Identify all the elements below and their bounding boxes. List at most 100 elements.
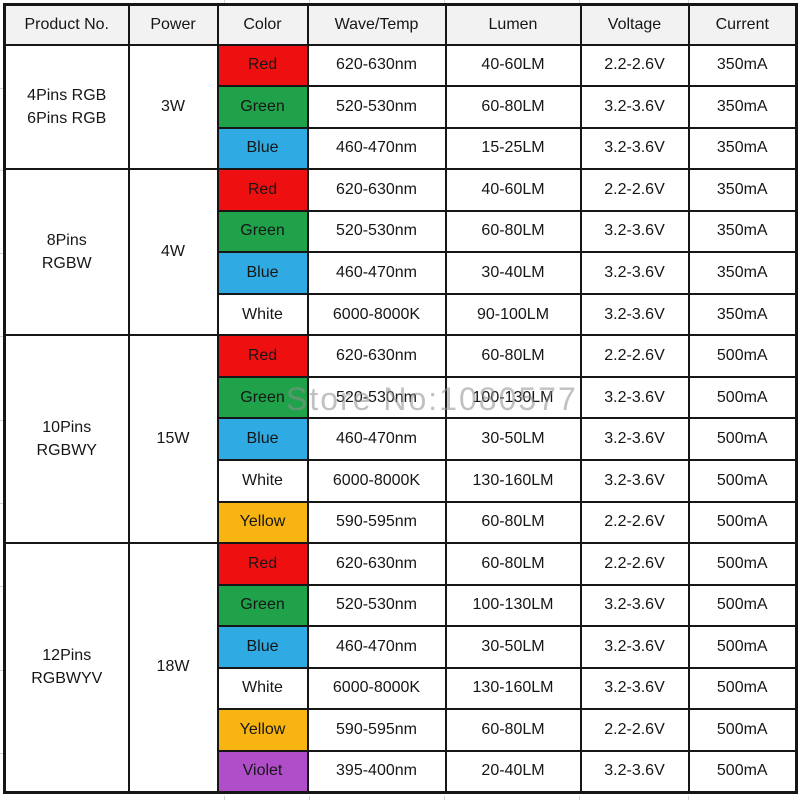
voltage-cell: 2.2-2.6V [579, 542, 690, 586]
product-cell: 8Pins RGBW [3, 168, 130, 337]
table-row: Violet 395-400nm 20-40LM 3.2-3.6V 500mA [5, 749, 798, 794]
current-cell: 350mA [687, 43, 798, 88]
gridline [0, 586, 3, 587]
voltage-cell: 3.2-3.6V [579, 749, 690, 794]
current-cell: 350mA [687, 209, 798, 254]
gridline [579, 0, 580, 3]
table-row: 10Pins RGBWY 15W Red 620-630nm 60-80LM 2.2-2.6… [3, 334, 798, 545]
gridline [309, 0, 310, 3]
product-line: 12Pins [42, 647, 92, 665]
wave-cell: 620-630nm [306, 43, 447, 88]
gridline [0, 420, 3, 421]
gridline [0, 503, 3, 504]
wave-cell: 6000-8000K [306, 292, 447, 337]
color-swatch-cell: Green [216, 583, 309, 628]
table-row: 8Pins RGBW 4W Red 620-630nm 40-60LM 2.2-2.6V 35… [3, 168, 798, 337]
header-cell-power: Power [127, 3, 219, 46]
color-swatch-cell: Blue [216, 251, 309, 295]
header-cell-lumen: Lumen [444, 3, 582, 46]
color-swatch-cell: Violet [216, 749, 309, 794]
current-cell: 350mA [687, 85, 798, 129]
wave-cell: 6000-8000K [306, 666, 447, 711]
gridline [0, 670, 3, 671]
voltage-cell: 3.2-3.6V [579, 209, 690, 254]
product-line: 4Pins RGB [27, 86, 107, 104]
current-cell: 350mA [687, 292, 798, 337]
product-line: 10Pins [42, 419, 92, 436]
voltage-cell: 2.2-2.6V [579, 168, 690, 212]
lumen-cell: 60-80LM [444, 85, 582, 129]
gridline [0, 336, 3, 337]
current-cell: 500mA [687, 500, 798, 545]
current-cell: 500mA [687, 708, 798, 752]
lumen-cell: 20-40LM [444, 749, 582, 794]
voltage-cell: 2.2-2.6V [579, 708, 690, 752]
wave-cell: 395-400nm [306, 749, 447, 794]
wave-cell: 520-530nm [306, 583, 447, 628]
wave-cell: 520-530nm [306, 209, 447, 254]
color-swatch-cell: Blue [216, 417, 309, 461]
voltage-cell: 2.2-2.6V [579, 43, 690, 88]
table-row: Green 520-530nm 100-130LM 3.2-3.6V 500mA [5, 583, 798, 628]
header-cell-wave: Wave/Temp [306, 3, 447, 46]
current-cell: 350mA [687, 168, 798, 212]
lumen-cell: 100-130LM [444, 583, 582, 628]
gridline [688, 796, 689, 800]
power-cell: 18W [127, 542, 219, 794]
table-row: Green 520-530nm 100-130LM 3.2-3.6V 500mA [5, 375, 798, 420]
table-row: White 6000-8000K 90-100LM 3.2-3.6V 350mA [5, 292, 798, 337]
product-line: 6Pins RGB [27, 109, 107, 127]
voltage-cell: 2.2-2.6V [579, 334, 690, 378]
wave-cell: 590-595nm [306, 708, 447, 752]
voltage-cell: 3.2-3.6V [579, 292, 690, 337]
wave-cell: 520-530nm [306, 85, 447, 129]
wave-cell: 460-470nm [306, 126, 447, 171]
header-cell-color: Color [216, 3, 309, 46]
color-swatch-cell: Green [216, 375, 309, 420]
table-row: Green 520-530nm 60-80LM 3.2-3.6V 350mA [5, 85, 798, 129]
table-header: Product No. Power Color Wave/Temp Lumen … [3, 3, 798, 46]
table-row: 12Pins RGBWYV 18W Red 620-630nm 60-80LM 2.2-2.… [3, 542, 798, 794]
lumen-cell: 30-40LM [444, 251, 582, 295]
table-row: White 6000-8000K 130-160LM 3.2-3.6V 500mA [5, 666, 798, 711]
gridline [0, 170, 3, 171]
wave-cell: 460-470nm [306, 417, 447, 461]
gridline [688, 0, 689, 3]
gridline [444, 0, 445, 3]
current-cell: 500mA [687, 334, 798, 378]
gridline [579, 796, 580, 800]
color-swatch-cell: Red [216, 542, 309, 586]
spec-table: Product No. Power Color Wave/Temp Lumen … [3, 3, 798, 794]
lumen-cell: 15-25LM [444, 126, 582, 171]
lumen-cell: 60-80LM [444, 500, 582, 545]
lumen-cell: 60-80LM [444, 542, 582, 586]
table-row: Blue 460-470nm 30-50LM 3.2-3.6V 500mA [5, 625, 798, 669]
product-line: RGBWYV [31, 670, 103, 688]
product-line: 8Pins [46, 232, 87, 250]
power-cell: 4W [127, 168, 219, 337]
color-swatch-cell: Yellow [216, 708, 309, 752]
lumen-cell: 30-50LM [444, 625, 582, 669]
gridline [0, 88, 3, 89]
voltage-cell: 3.2-3.6V [579, 583, 690, 628]
header-cell-voltage: Voltage [579, 3, 690, 46]
color-swatch-cell: Red [216, 168, 309, 212]
wave-cell: 620-630nm [306, 542, 447, 586]
table-row: Blue 460-470nm 30-40LM 3.2-3.6V 350mA [5, 251, 798, 295]
current-cell: 500mA [687, 458, 798, 503]
current-cell: 500mA [687, 625, 798, 669]
lumen-cell: 130-160LM [444, 458, 582, 503]
lumen-cell: 30-50LM [444, 417, 582, 461]
product-cell: 12Pins RGBWYV [3, 542, 130, 794]
lumen-cell: 60-80LM [444, 334, 582, 378]
lumen-cell: 130-160LM [444, 666, 582, 711]
table-row: Blue 460-470nm 30-50LM 3.2-3.6V 500mA [5, 417, 798, 461]
header-cell-current: Current [687, 3, 798, 46]
color-swatch-cell: Yellow [216, 500, 309, 545]
color-swatch-cell: Red [216, 334, 309, 378]
voltage-cell: 3.2-3.6V [579, 417, 690, 461]
color-swatch-cell: Green [216, 85, 309, 129]
wave-cell: 620-630nm [306, 168, 447, 212]
product-line: RGBW [41, 255, 92, 273]
